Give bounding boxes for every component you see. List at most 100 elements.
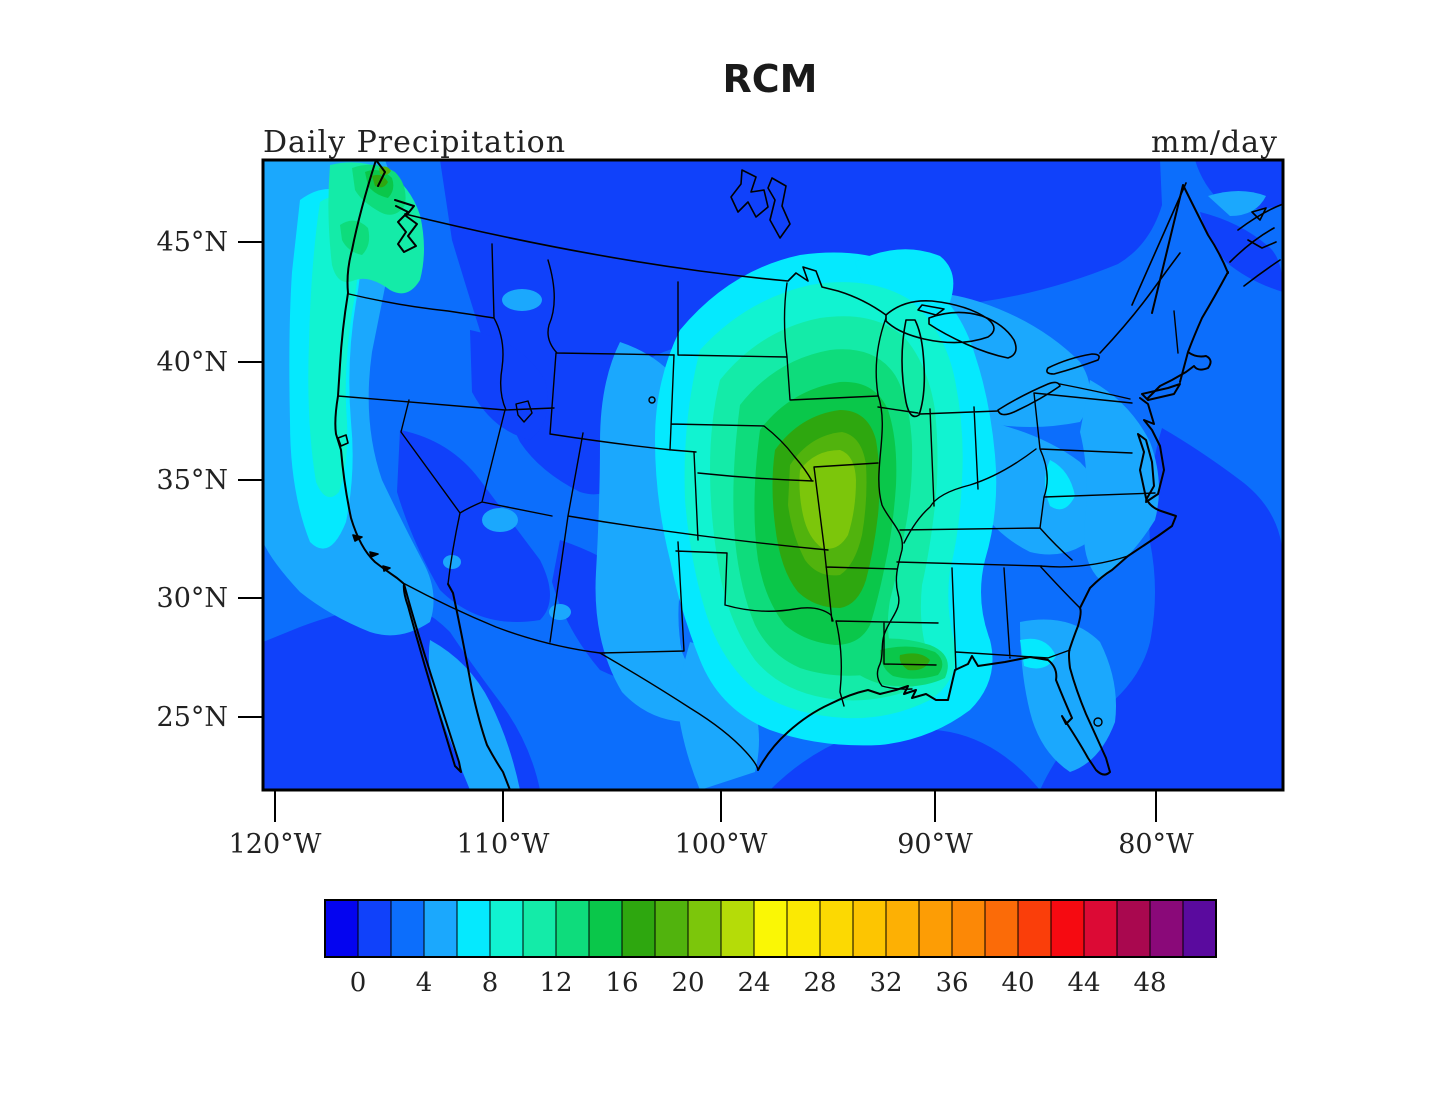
maine-outline — [1151, 184, 1229, 314]
lat-tick-label: 25°N — [157, 702, 228, 733]
latitude-ticks — [238, 241, 263, 718]
colorbar-tick-label: 44 — [1067, 968, 1100, 998]
colorbar-cell — [753, 899, 788, 958]
lat-tick-label: 30°N — [157, 583, 228, 614]
lon-tick-label: 100°W — [675, 829, 768, 860]
contour-region-0-2 — [1040, 428, 1283, 790]
colorbar-tick-label: 4 — [416, 968, 433, 998]
contour-region-6-8 — [1020, 638, 1056, 669]
lon-tick-label: 110°W — [457, 829, 550, 860]
mexico-gulf-of-california-coastline — [447, 583, 511, 790]
colorbar-cell — [324, 899, 359, 958]
state-borders-east — [875, 310, 1179, 609]
contour-region-4-6 — [1208, 191, 1266, 216]
channel-islands — [352, 534, 391, 572]
contour-region-4-6 — [549, 604, 571, 620]
colorbar-tick-label: 32 — [869, 968, 902, 998]
yellowstone-lake — [648, 396, 656, 404]
contour-region-4-6 — [1080, 380, 1159, 580]
contour-region-4-6 — [482, 508, 518, 532]
precipitation-field — [263, 160, 1283, 790]
lon-tick-label: 80°W — [1118, 829, 1194, 860]
contour-region-4-6 — [967, 420, 1103, 555]
lon-tick-label: 120°W — [229, 829, 322, 860]
colorbar-cell — [357, 899, 392, 958]
contour-region-0-2 — [440, 160, 1162, 495]
colorbar-cell — [885, 899, 920, 958]
latitude-tick-labels: 45°N 40°N 35°N 30°N 25°N — [157, 227, 228, 733]
colorbar-cell — [654, 899, 689, 958]
colorbar-cell — [555, 899, 590, 958]
colorbar-cell — [918, 899, 953, 958]
axis-ticks — [238, 241, 1157, 822]
colorbar-cell — [720, 899, 755, 958]
units-label: mm/day — [1151, 125, 1278, 160]
colorbar-tick-label: 8 — [482, 968, 499, 998]
colorbar-cell — [1050, 899, 1085, 958]
colorbar-tick-label: 28 — [803, 968, 836, 998]
contour-region-4-6 — [428, 640, 520, 790]
colorbar-cell — [951, 899, 986, 958]
baja-california-coastline — [402, 583, 462, 773]
great-salt-lake — [515, 400, 533, 423]
longitude-ticks — [274, 790, 1157, 822]
lon-tick-label: 90°W — [897, 829, 973, 860]
maritimes-coastline — [1229, 203, 1283, 287]
contour-region-20-22 — [799, 450, 856, 549]
colorbar-tick-label: 40 — [1001, 968, 1034, 998]
colorbar-cell — [852, 899, 887, 958]
lat-tick-label: 45°N — [157, 227, 228, 258]
contour-region-4-6 — [443, 555, 461, 569]
new-england-coastline — [1147, 271, 1229, 399]
colorbar-tick-label: 0 — [350, 968, 367, 998]
colorbar-tick-label: 20 — [671, 968, 704, 998]
colorbar-tick-label: 12 — [539, 968, 572, 998]
pacific-coastline — [334, 160, 404, 584]
colorbar-labels: 0 4 8 12 16 20 24 28 32 36 40 44 48 — [350, 968, 1167, 998]
colorbar-cell — [1182, 899, 1217, 958]
great-lakes — [885, 299, 1100, 418]
manitoba-lakes-outline — [730, 169, 791, 239]
state-borders-plains — [599, 281, 1071, 707]
colorbar-cell — [588, 899, 623, 958]
colorbar — [324, 899, 1217, 958]
chesapeake-delmarva-coast — [1139, 397, 1165, 503]
lat-tick-label: 35°N — [157, 465, 228, 496]
colorbar-cell — [786, 899, 821, 958]
colorbar-cell — [489, 899, 524, 958]
colorbar-cell — [522, 899, 557, 958]
lake-ontario — [1046, 353, 1100, 375]
lake-superior — [885, 299, 995, 344]
colorbar-cell — [390, 899, 425, 958]
colorbar-cell — [984, 899, 1019, 958]
lake-huron — [928, 311, 1017, 359]
longitude-tick-labels: 120°W 110°W 100°W 90°W 80°W — [229, 829, 1194, 860]
canada-border-49n — [404, 213, 887, 316]
colorbar-cell — [456, 899, 491, 958]
san-francisco-bay — [337, 434, 349, 447]
colorbar-cell — [819, 899, 854, 958]
contour-region-0-2 — [470, 330, 548, 440]
lat-tick-label: 40°N — [157, 347, 228, 378]
lake-michigan — [901, 319, 926, 418]
lake-erie — [997, 381, 1061, 416]
mississippi-river-border — [876, 394, 913, 690]
colorbar-cell — [621, 899, 656, 958]
lake-okeechobee — [1093, 717, 1103, 727]
colorbar-frame — [324, 899, 1217, 958]
colorbar-cell — [1116, 899, 1151, 958]
colorbar-tick-label: 16 — [605, 968, 638, 998]
colorbar-cell — [423, 899, 458, 958]
colorbar-cell — [1083, 899, 1118, 958]
colorbar-cell — [1017, 899, 1052, 958]
st-lawrence-river — [1099, 182, 1187, 354]
colorbar-tick-label: 48 — [1133, 968, 1166, 998]
map-frame — [261, 158, 1285, 792]
page-title: RCM — [723, 57, 818, 101]
state-borders-west — [337, 243, 829, 771]
contour-region-4-6 — [502, 289, 542, 311]
contour-region-16-18 — [899, 653, 930, 671]
colorbar-cell — [1149, 899, 1184, 958]
long-island-coast — [1141, 383, 1181, 401]
